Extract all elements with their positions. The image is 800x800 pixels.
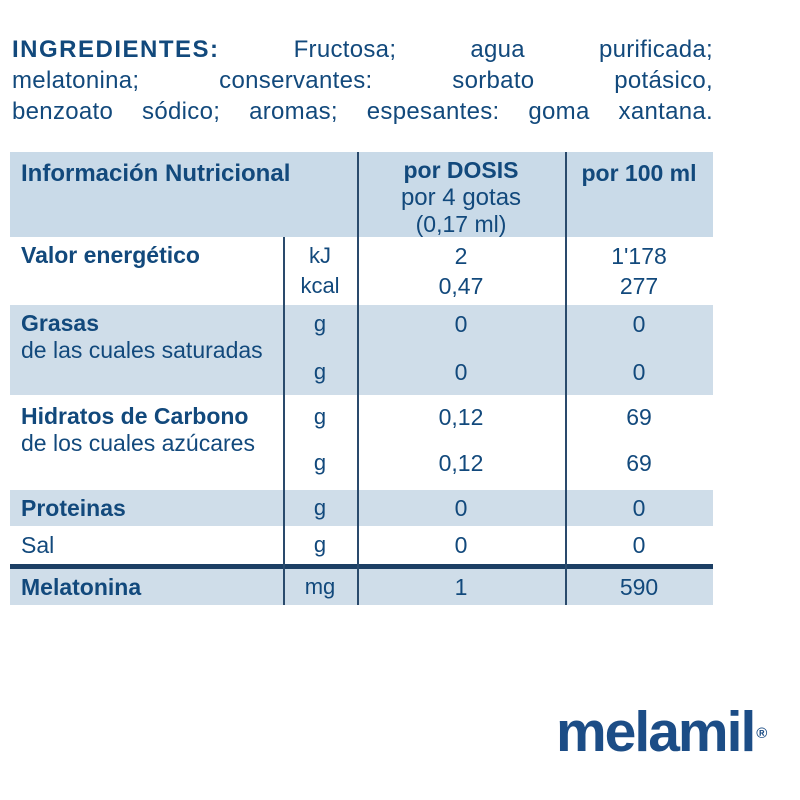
per-dose-header-line3: (0,17 ml) xyxy=(415,211,507,237)
table-title: Información Nutricional xyxy=(21,160,291,187)
table-row-salt: Sal g 0 0 xyxy=(10,526,713,564)
ingredients-line-1: INGREDIENTES: Fructosa; agua purificada; xyxy=(12,34,713,65)
column-divider-per-dose xyxy=(357,152,359,605)
table-row-protein: Proteinas g 0 0 xyxy=(10,490,713,526)
per-100ml-cell: 1'178 277 xyxy=(611,243,667,299)
per-dose-cell: 2 0,47 xyxy=(438,243,484,299)
table-row-carbohydrates: Hidratos de Carbono de los cuales azúcar… xyxy=(10,395,713,490)
ingredients-line-2: melatonina; conservantes: sorbato potási… xyxy=(12,67,713,94)
per-dose-column-header: por DOSIS por 4 gotas (0,17 ml) xyxy=(357,157,565,238)
per-dose-cell: 0 0 xyxy=(454,311,468,385)
per-100ml-cell: 0 0 xyxy=(632,311,646,385)
brand-name: melamil xyxy=(556,700,756,764)
per-100ml-cell: 0 xyxy=(632,531,646,558)
per-dose-cell: 0 xyxy=(454,494,468,521)
brand-logo: melamil ® xyxy=(556,700,768,764)
per-100ml-cell: 69 69 xyxy=(626,404,652,476)
table-header: Información Nutricional por DOSIS por 4 … xyxy=(10,152,713,237)
row-label: Sal xyxy=(21,531,55,558)
ingredients-line-3: benzoato sódico; aromas; espesantes: gom… xyxy=(12,98,713,125)
per-100ml-cell: 590 xyxy=(619,573,659,600)
table-row-energy: Valor energético kJ kcal 2 0,47 1'178 27… xyxy=(10,237,713,305)
ingredients-line-1-text: Fructosa; agua purificada; xyxy=(293,36,713,63)
melatonin-separator-rule xyxy=(10,564,713,569)
ingredients-heading: INGREDIENTES: xyxy=(12,36,220,63)
unit-cell: g g xyxy=(313,311,327,384)
table-row-fat: Grasas de las cuales saturadas g g 0 0 0… xyxy=(10,305,713,395)
ingredients-paragraph: INGREDIENTES: Fructosa; agua purificada;… xyxy=(12,34,713,127)
row-label: Proteinas xyxy=(21,494,126,521)
unit-cell: g xyxy=(313,495,327,520)
nutrition-table: Información Nutricional por DOSIS por 4 … xyxy=(10,152,713,605)
row-label: Melatonina xyxy=(21,573,142,600)
row-label: Grasas de las cuales saturadas xyxy=(21,310,263,363)
per-dose-cell: 0,12 0,12 xyxy=(438,404,484,476)
row-label: Valor energético xyxy=(21,242,200,268)
row-label: Hidratos de Carbono de los cuales azúcar… xyxy=(21,403,255,456)
column-divider-units xyxy=(283,237,285,605)
column-divider-per-100ml xyxy=(565,152,567,605)
per-dose-header-line2: por 4 gotas xyxy=(400,184,522,211)
unit-cell: mg xyxy=(304,574,336,599)
per-100ml-column-header: por 100 ml xyxy=(581,160,697,186)
unit-cell: kJ kcal xyxy=(300,243,340,298)
per-dose-cell: 1 xyxy=(454,573,468,600)
unit-cell: g g xyxy=(313,404,327,475)
per-100ml-cell: 0 xyxy=(632,494,646,521)
unit-cell: g xyxy=(313,532,327,557)
per-dose-cell: 0 xyxy=(454,531,468,558)
registered-trademark-icon: ® xyxy=(756,725,768,742)
table-row-melatonin: Melatonina mg 1 590 xyxy=(10,569,713,605)
per-dose-header-line1: por DOSIS xyxy=(403,157,519,183)
